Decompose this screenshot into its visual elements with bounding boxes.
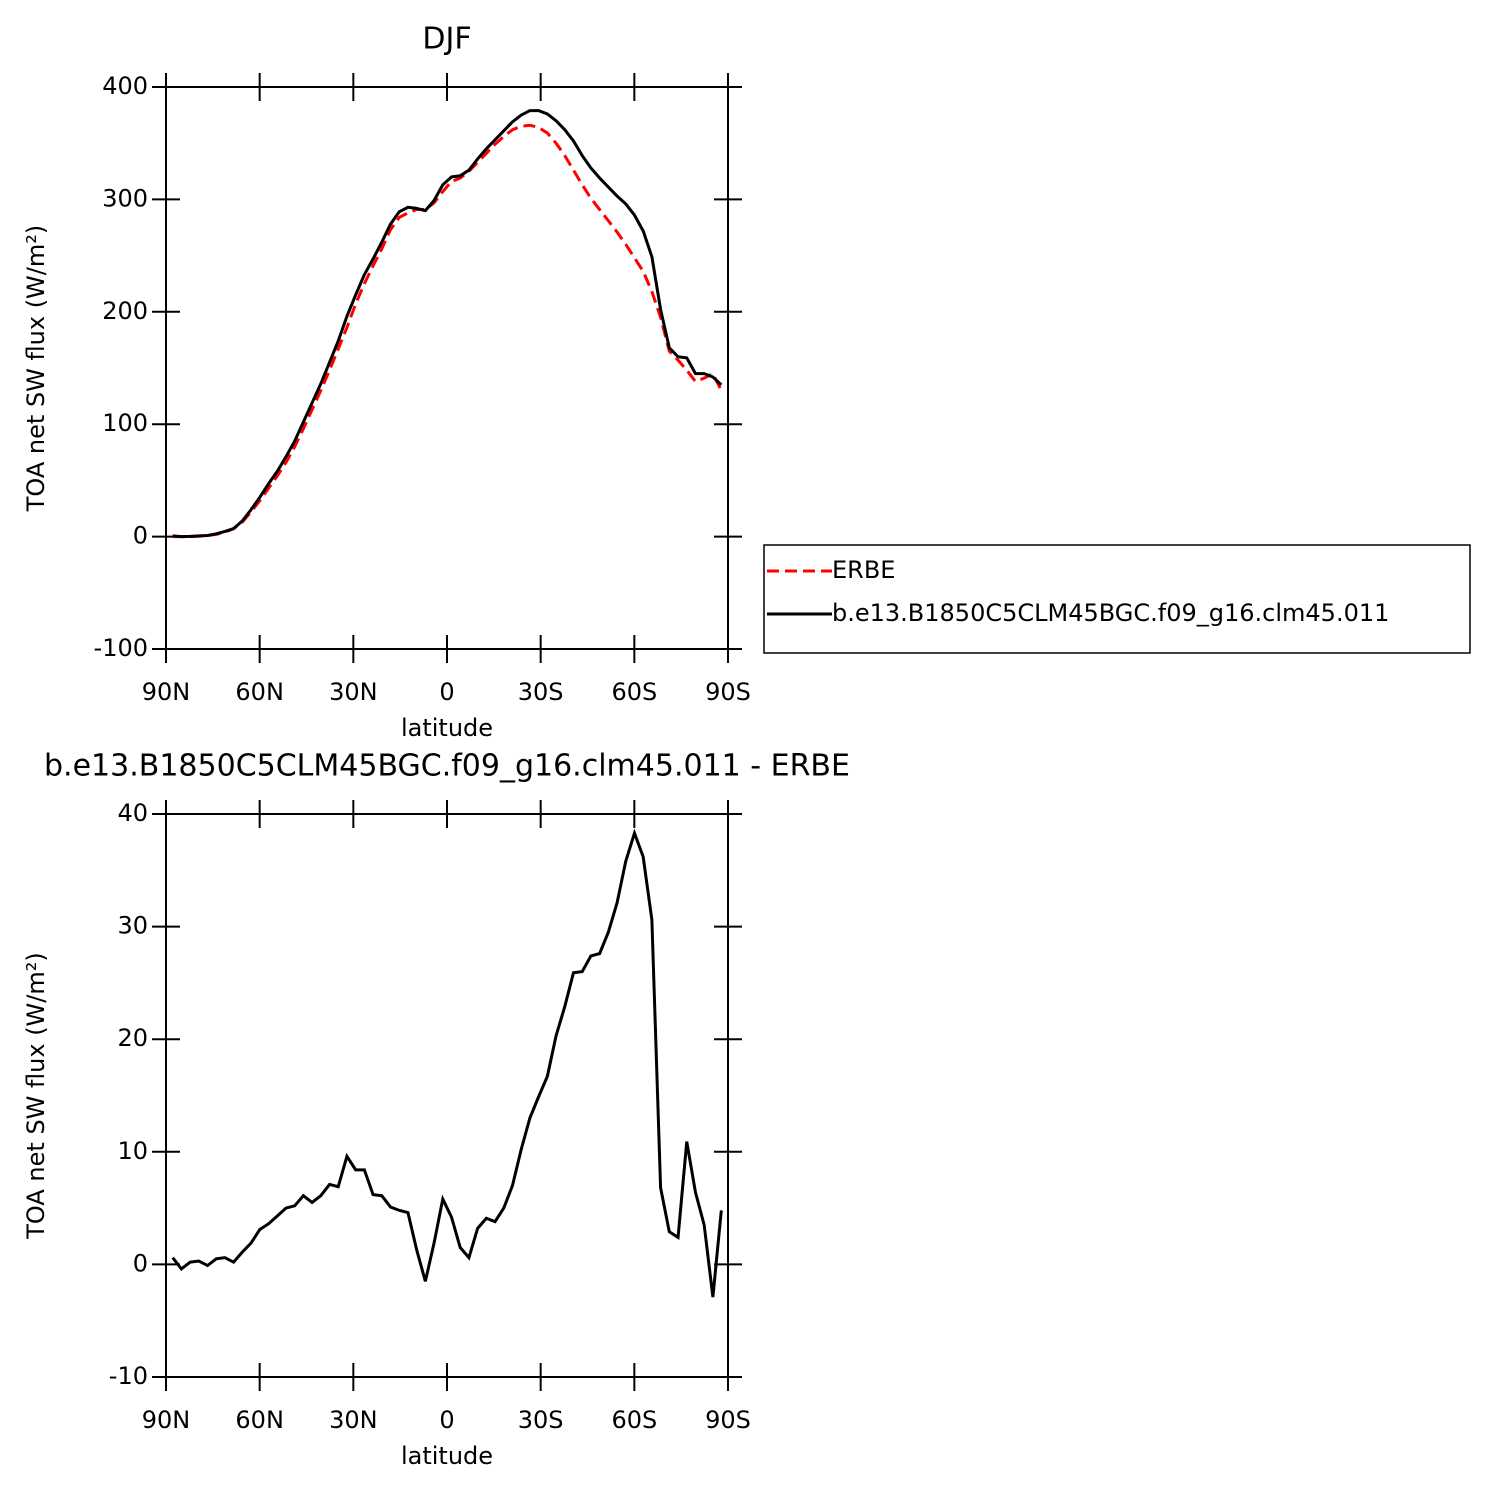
legend-label: b.e13.B1850C5CLM45BGC.f09_g16.clm45.011: [832, 599, 1389, 627]
legend-box: [763, 544, 1471, 654]
x-tick-label: 90N: [142, 678, 191, 706]
x-tick-label: 0: [439, 678, 454, 706]
x-tick-label: 90N: [142, 1406, 191, 1434]
x-tick-label: 30S: [518, 678, 564, 706]
x-tick-label: 30S: [518, 1406, 564, 1434]
x-tick-label: 60S: [611, 1406, 657, 1434]
y-tick-label: 200: [102, 297, 148, 325]
chart-title: DJF: [422, 22, 471, 57]
x-tick-label: 30N: [329, 1406, 378, 1434]
x-tick-label: 60S: [611, 678, 657, 706]
legend-label: ERBE: [832, 556, 895, 584]
y-tick-label: 40: [117, 799, 148, 827]
x-tick-label: 90S: [705, 1406, 751, 1434]
x-tick-label: 30N: [329, 678, 378, 706]
x-tick-label: 0: [439, 1406, 454, 1434]
y-tick-label: -10: [109, 1362, 148, 1390]
y-tick-label: -100: [94, 634, 148, 662]
y-tick-label: 0: [133, 522, 148, 550]
y-tick-label: 10: [117, 1137, 148, 1165]
y-tick-label: 400: [102, 72, 148, 100]
chart-title: b.e13.B1850C5CLM45BGC.f09_g16.clm45.011 …: [44, 749, 850, 784]
y-axis-label: TOA net SW flux (W/m²): [22, 225, 50, 513]
x-tick-label: 90S: [705, 678, 751, 706]
plot-frame: [165, 813, 729, 1378]
x-tick-label: 60N: [235, 678, 284, 706]
y-axis-label: TOA net SW flux (W/m²): [22, 952, 50, 1240]
x-axis-label: latitude: [401, 714, 493, 742]
y-tick-label: 100: [102, 409, 148, 437]
plot-frame: [165, 86, 729, 650]
data-line: [172, 123, 723, 539]
x-tick-label: 60N: [235, 1406, 284, 1434]
y-tick-label: 20: [117, 1024, 148, 1052]
x-axis-label: latitude: [401, 1442, 493, 1470]
y-tick-label: 30: [117, 912, 148, 940]
y-tick-label: 300: [102, 184, 148, 212]
data-line: [172, 109, 723, 539]
y-tick-label: 0: [133, 1249, 148, 1277]
data-line: [171, 828, 723, 1298]
